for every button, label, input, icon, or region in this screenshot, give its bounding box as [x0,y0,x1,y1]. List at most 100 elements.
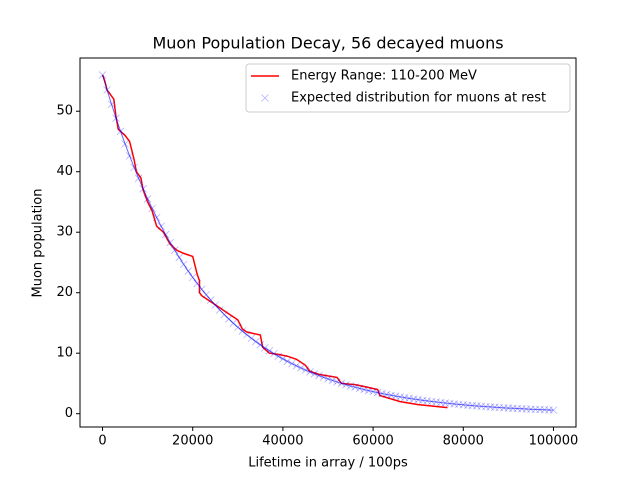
marker [116,127,125,136]
marker [283,357,292,366]
marker [418,396,427,405]
marker [134,174,143,183]
marker [143,195,152,203]
marker [121,140,129,148]
marker [360,385,368,394]
marker [265,347,274,355]
x-tick-label: 0 [98,434,106,449]
marker [310,370,319,378]
marker [288,359,296,368]
marker [459,401,468,409]
marker [98,71,107,79]
legend-marker [261,94,269,102]
marker [328,376,337,385]
marker [477,402,486,411]
y-tick-label: 30 [56,225,73,240]
marker [247,334,256,343]
marker [513,404,522,413]
x-tick-label: 80000 [443,434,484,449]
marker [441,399,450,407]
marker [229,319,238,327]
marker [238,327,247,335]
marker [342,380,350,389]
marker [125,152,134,160]
marker [292,362,301,370]
marker [369,387,377,396]
marker [220,310,229,319]
marker [355,384,364,393]
series-line [101,74,448,409]
marker [500,404,508,412]
marker [468,401,477,410]
marker [274,352,283,361]
marker [243,330,251,339]
marker [315,371,323,380]
marker [409,395,418,403]
marker [531,405,540,414]
marker [391,392,400,400]
marker [351,383,359,391]
y-tick-label: 50 [56,104,73,119]
marker [378,389,386,398]
marker [540,405,549,414]
marker [427,397,436,406]
y-tick-label: 40 [56,164,73,179]
marker [436,398,445,407]
marker [454,400,463,409]
marker [319,373,328,382]
marker [301,366,310,374]
marker [130,163,138,172]
y-axis-label: Muon population [31,189,46,298]
marker [234,323,242,332]
marker [482,402,490,411]
marker [139,185,147,193]
axes-frame [79,57,577,428]
marker [306,368,314,376]
marker [364,386,373,395]
marker [161,230,170,239]
marker [324,375,332,383]
x-axis-label: Lifetime in array / 100ps [248,456,408,471]
legend-label: Energy Range: 110-200 MeV [291,69,477,84]
x-tick-label: 20000 [172,434,213,449]
marker [193,279,202,288]
marker [184,267,193,275]
marker [445,399,454,408]
marker [112,114,120,122]
marker [486,403,495,411]
marker [152,213,161,222]
legend: Energy Range: 110-200 MeV Expected distri… [245,63,571,113]
marker [206,296,215,304]
marker [414,395,422,404]
marker [170,246,179,254]
marker [261,344,269,352]
marker [225,315,233,323]
marker [202,290,211,299]
marker [297,364,305,372]
marker [157,222,165,231]
marker [491,403,499,412]
marker [495,403,504,412]
marker [252,337,260,346]
plot-area [98,71,558,414]
marker [337,379,346,388]
marker [256,341,265,349]
marker [423,397,431,405]
marker [179,260,188,269]
marker [387,391,395,400]
marker [504,404,513,412]
marker [346,382,355,390]
chart-title: Muon Population Decay, 56 decayed muons [152,34,503,53]
marker [432,398,441,406]
marker [373,388,382,397]
x-tick-label: 40000 [262,434,303,449]
marker [103,86,111,94]
marker [270,349,278,358]
marker [509,404,517,413]
marker [279,355,287,363]
marker [188,273,197,282]
marker [333,378,341,386]
marker [473,402,481,410]
x-tick-label: 60000 [352,434,393,449]
